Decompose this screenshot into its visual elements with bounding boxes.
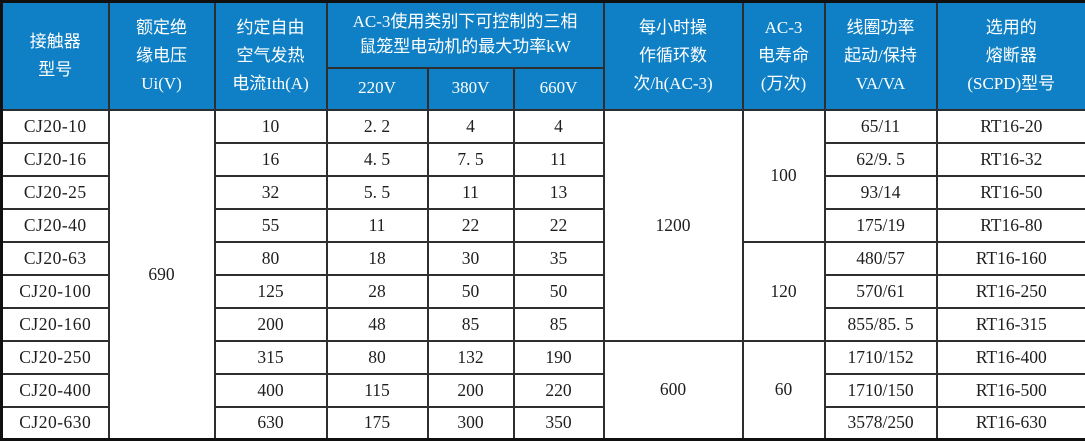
cell-model: CJ20-160 bbox=[2, 308, 109, 341]
col-header-ui: 额定绝 缘电压 Ui(V) bbox=[109, 2, 215, 110]
cell-coil: 175/19 bbox=[825, 209, 937, 242]
cell-fuse: RT16-500 bbox=[937, 374, 1085, 407]
cell-ith: 125 bbox=[215, 275, 327, 308]
cell-220v: 28 bbox=[327, 275, 428, 308]
cell-cycles-merged: 1200 bbox=[604, 110, 743, 341]
cell-380v: 7. 5 bbox=[428, 143, 514, 176]
cell-ith: 200 bbox=[215, 308, 327, 341]
cell-380v: 11 bbox=[428, 176, 514, 209]
col-header-380v: 380V bbox=[428, 68, 514, 110]
col-header-coil: 线圈功率 起动/保持 VA/VA bbox=[825, 2, 937, 110]
cell-life-merged: 100 bbox=[743, 110, 825, 242]
cell-ith: 16 bbox=[215, 143, 327, 176]
cell-model: CJ20-400 bbox=[2, 374, 109, 407]
cell-660v: 350 bbox=[514, 407, 604, 440]
cell-ith: 630 bbox=[215, 407, 327, 440]
cell-220v: 48 bbox=[327, 308, 428, 341]
table-body: CJ20-10 690 10 2. 2 4 4 1200 100 65/11 R… bbox=[2, 110, 1085, 440]
col-header-cycles: 每小时操 作循环数 次/h(AC-3) bbox=[604, 2, 743, 110]
cell-coil: 3578/250 bbox=[825, 407, 937, 440]
cell-ith: 55 bbox=[215, 209, 327, 242]
cell-ith: 400 bbox=[215, 374, 327, 407]
cell-model: CJ20-16 bbox=[2, 143, 109, 176]
cell-660v: 4 bbox=[514, 110, 604, 143]
cell-fuse: RT16-250 bbox=[937, 275, 1085, 308]
cell-fuse: RT16-315 bbox=[937, 308, 1085, 341]
col-header-220v: 220V bbox=[327, 68, 428, 110]
cell-model: CJ20-250 bbox=[2, 341, 109, 374]
cell-fuse: RT16-50 bbox=[937, 176, 1085, 209]
cell-coil: 855/85. 5 bbox=[825, 308, 937, 341]
cell-coil: 480/57 bbox=[825, 242, 937, 275]
cell-coil: 1710/150 bbox=[825, 374, 937, 407]
cell-220v: 11 bbox=[327, 209, 428, 242]
cell-380v: 4 bbox=[428, 110, 514, 143]
cell-model: CJ20-63 bbox=[2, 242, 109, 275]
table-header: 接触器 型号 额定绝 缘电压 Ui(V) 约定自由 空气发热 电流Ith(A) … bbox=[2, 2, 1085, 110]
cell-model: CJ20-40 bbox=[2, 209, 109, 242]
cell-fuse: RT16-630 bbox=[937, 407, 1085, 440]
cell-fuse: RT16-32 bbox=[937, 143, 1085, 176]
table-row: CJ20-10 690 10 2. 2 4 4 1200 100 65/11 R… bbox=[2, 110, 1085, 143]
cell-660v: 50 bbox=[514, 275, 604, 308]
cell-380v: 50 bbox=[428, 275, 514, 308]
cell-coil: 65/11 bbox=[825, 110, 937, 143]
cell-220v: 4. 5 bbox=[327, 143, 428, 176]
cell-coil: 93/14 bbox=[825, 176, 937, 209]
cell-660v: 85 bbox=[514, 308, 604, 341]
cell-life-merged: 60 bbox=[743, 341, 825, 440]
col-header-ith: 约定自由 空气发热 电流Ith(A) bbox=[215, 2, 327, 110]
cell-380v: 30 bbox=[428, 242, 514, 275]
cell-model: CJ20-10 bbox=[2, 110, 109, 143]
col-header-life: AC-3 电寿命 (万次) bbox=[743, 2, 825, 110]
cell-660v: 13 bbox=[514, 176, 604, 209]
cell-fuse: RT16-160 bbox=[937, 242, 1085, 275]
cell-life-merged: 120 bbox=[743, 242, 825, 341]
col-header-fuse: 选用的 熔断器 (SCPD)型号 bbox=[937, 2, 1085, 110]
col-header-ac3-group: AC-3使用类别下可控制的三相 鼠笼型电动机的最大功率kW bbox=[327, 2, 604, 68]
cell-220v: 80 bbox=[327, 341, 428, 374]
cell-380v: 22 bbox=[428, 209, 514, 242]
cell-model: CJ20-100 bbox=[2, 275, 109, 308]
cell-380v: 200 bbox=[428, 374, 514, 407]
cell-model: CJ20-630 bbox=[2, 407, 109, 440]
cell-220v: 5. 5 bbox=[327, 176, 428, 209]
col-header-model: 接触器 型号 bbox=[2, 2, 109, 110]
cell-660v: 22 bbox=[514, 209, 604, 242]
cell-220v: 2. 2 bbox=[327, 110, 428, 143]
cell-fuse: RT16-400 bbox=[937, 341, 1085, 374]
cell-220v: 115 bbox=[327, 374, 428, 407]
cell-fuse: RT16-80 bbox=[937, 209, 1085, 242]
cell-660v: 35 bbox=[514, 242, 604, 275]
cell-ui-merged: 690 bbox=[109, 110, 215, 440]
cell-cycles-merged: 600 bbox=[604, 341, 743, 440]
cell-220v: 175 bbox=[327, 407, 428, 440]
cell-fuse: RT16-20 bbox=[937, 110, 1085, 143]
cell-ith: 10 bbox=[215, 110, 327, 143]
cell-380v: 300 bbox=[428, 407, 514, 440]
cell-380v: 132 bbox=[428, 341, 514, 374]
cell-660v: 190 bbox=[514, 341, 604, 374]
cell-ith: 32 bbox=[215, 176, 327, 209]
cell-coil: 570/61 bbox=[825, 275, 937, 308]
cell-380v: 85 bbox=[428, 308, 514, 341]
cell-220v: 18 bbox=[327, 242, 428, 275]
cell-coil: 62/9. 5 bbox=[825, 143, 937, 176]
cell-model: CJ20-25 bbox=[2, 176, 109, 209]
cell-ith: 315 bbox=[215, 341, 327, 374]
cell-coil: 1710/152 bbox=[825, 341, 937, 374]
cell-660v: 11 bbox=[514, 143, 604, 176]
cell-660v: 220 bbox=[514, 374, 604, 407]
col-header-660v: 660V bbox=[514, 68, 604, 110]
cell-ith: 80 bbox=[215, 242, 327, 275]
